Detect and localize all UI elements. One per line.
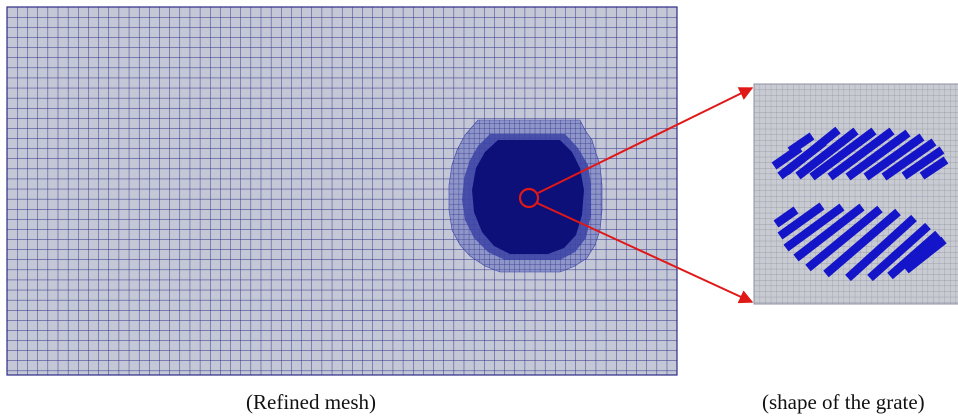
grate-bar	[787, 132, 815, 155]
grate-bar	[783, 203, 845, 252]
grate-bar	[773, 206, 799, 228]
grate-bar	[863, 133, 925, 181]
refined-mesh-panel	[6, 6, 678, 376]
grate-bar	[783, 126, 841, 176]
zoom-arrow-top	[537, 87, 754, 194]
grate-bar	[823, 208, 901, 278]
grate-bar	[845, 129, 911, 181]
grate-bar	[867, 222, 931, 282]
grate-bar	[827, 127, 895, 181]
grate-bar	[919, 156, 949, 180]
arrow-icon	[536, 87, 754, 304]
refinement-zone-core	[472, 140, 584, 254]
grate-bar	[901, 146, 945, 180]
grate-bar	[881, 138, 937, 181]
circle-highlight-icon	[518, 187, 540, 209]
grate-bar	[809, 127, 877, 181]
caption-grate-shape: (shape of the grate)	[762, 390, 925, 414]
caption-refined-mesh: (Refined mesh)	[246, 390, 377, 414]
zoom-arrow-bottom	[536, 202, 754, 304]
grate-bar	[805, 205, 883, 272]
grate-bar	[887, 230, 941, 280]
grate-bar	[793, 203, 865, 262]
grate-bars	[771, 126, 949, 282]
grate-bar	[845, 214, 917, 282]
grate-bar	[903, 236, 947, 274]
grate-zoom-panel	[753, 83, 958, 305]
grate-bar	[795, 127, 859, 180]
grate-bar	[777, 202, 825, 240]
